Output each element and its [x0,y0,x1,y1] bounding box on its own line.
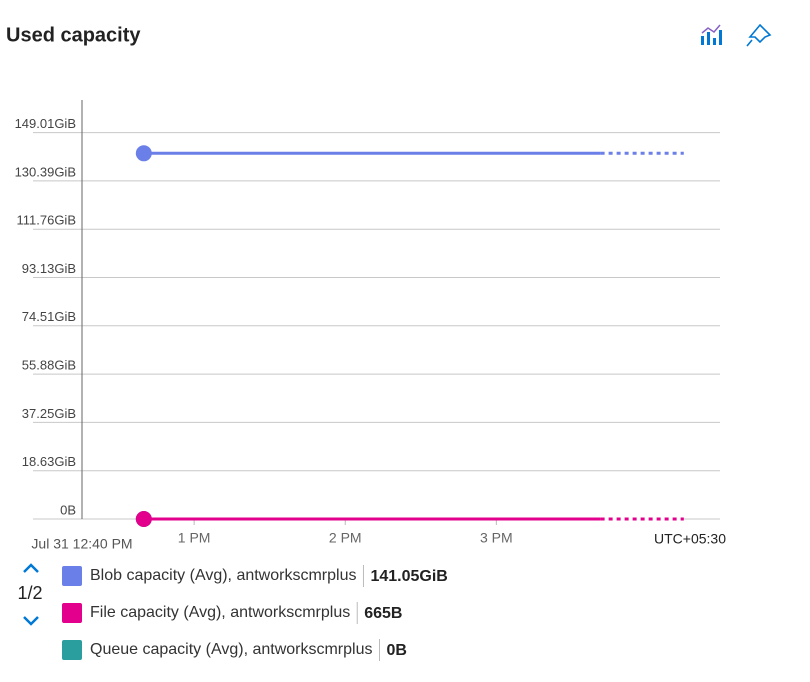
legend-value: 0B [386,642,406,659]
y-tick-label: 37.25GiB [22,406,76,421]
legend-swatch [62,603,82,623]
legend-label: Blob capacity (Avg), antworkscmrplus [90,567,356,584]
legend-up[interactable] [23,563,39,573]
timezone-label: UTC+05:30 [654,531,726,547]
y-tick-label: 18.63GiB [22,454,76,469]
x-tick-label: 2 PM [329,530,362,546]
legend-label: Queue capacity (Avg), antworkscmrplus [90,641,372,658]
y-tick-label: 149.01GiB [15,116,76,131]
start-point [135,511,152,527]
metrics-icon[interactable] [701,24,722,45]
chart-title: Used capacity [6,24,141,46]
legend-swatch [62,640,82,660]
legend-page: 1/2 [17,583,42,603]
legend-value: 141.05GiB [370,568,447,585]
start-point [135,145,152,162]
x-start-label: Jul 31 12:40 PM [31,536,132,552]
legend-down[interactable] [23,616,39,626]
y-tick-label: 93.13GiB [22,261,76,276]
legend-label: File capacity (Avg), antworkscmrplus [90,604,350,621]
pin-icon[interactable] [746,23,772,47]
y-tick-label: 111.76GiB [16,213,76,228]
y-tick-label: 130.39GiB [15,164,76,179]
y-tick-label: 55.88GiB [22,358,76,373]
legend-value: 665B [364,605,402,622]
y-tick-label: 74.51GiB [22,309,76,324]
x-tick-label: 3 PM [480,530,513,546]
y-tick-label: 0B [60,502,76,517]
x-tick-label: 1 PM [178,530,211,546]
legend-swatch [62,566,82,586]
